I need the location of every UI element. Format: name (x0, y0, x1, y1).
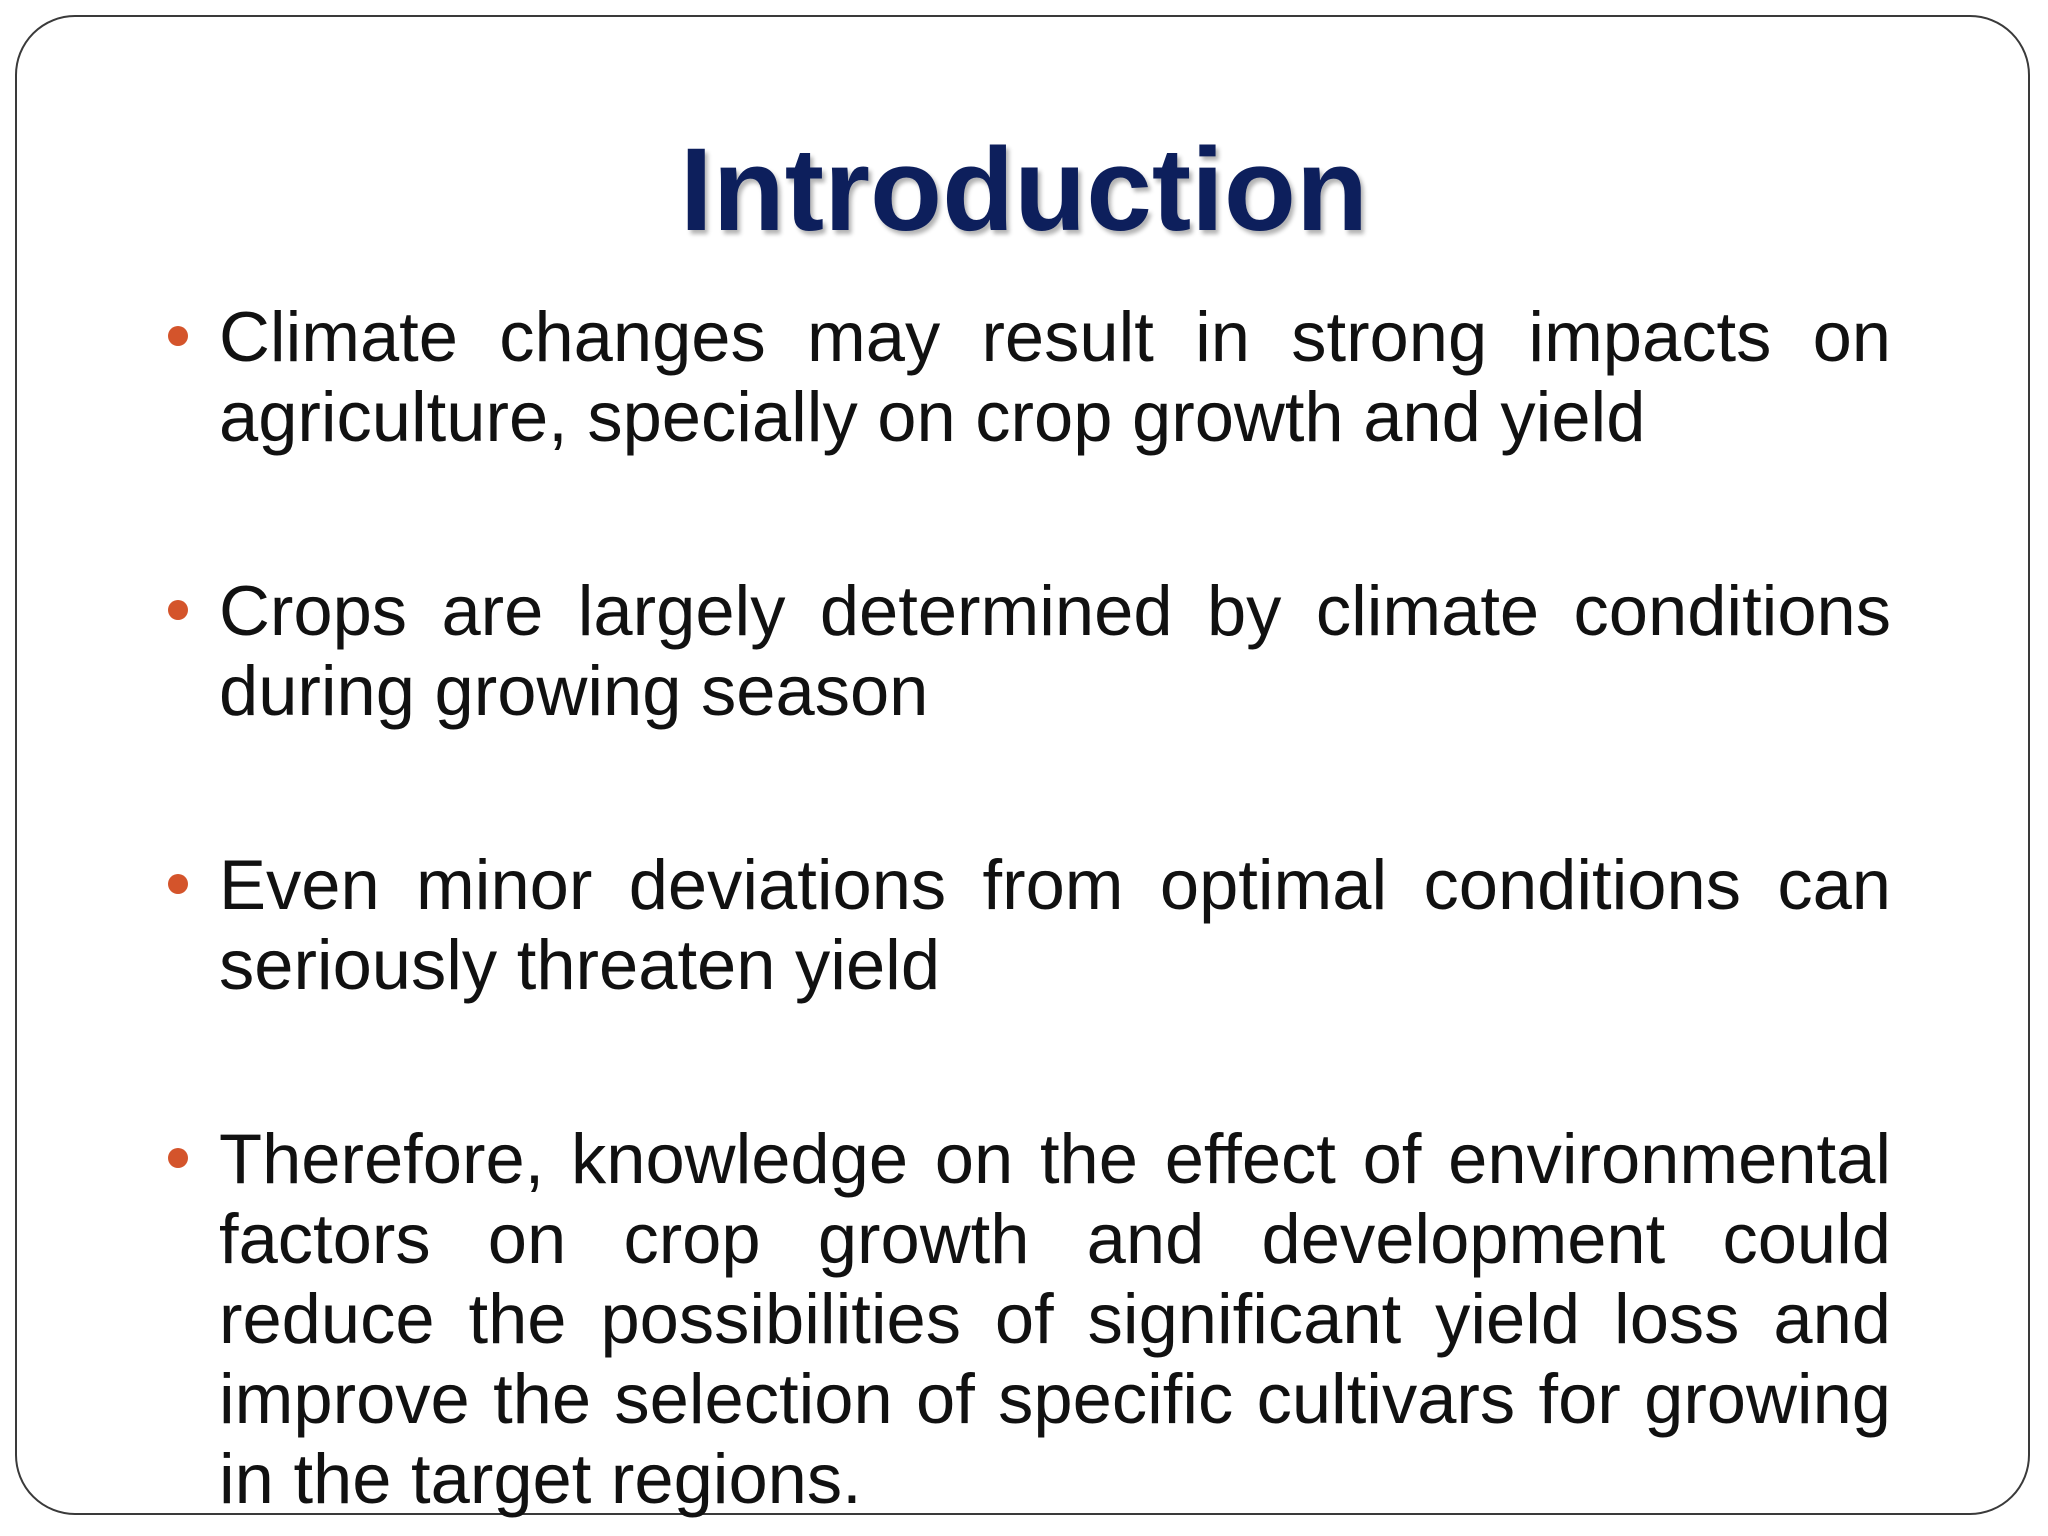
bullet-dot (168, 326, 188, 346)
slide-title: Introduction (679, 124, 1369, 256)
bullet-text: Even minor deviations from optimal condi… (219, 845, 1891, 1004)
bullet-item: Even minor deviations from optimal condi… (168, 845, 1891, 1005)
bullet-item: Climate changes may result in strong imp… (168, 297, 1891, 457)
bullet-dot (168, 1148, 188, 1168)
bullet-text: Crops are largely determined by climate … (219, 571, 1891, 730)
bullet-dot (168, 874, 188, 894)
slide-frame (15, 15, 2030, 1515)
bullet-item: Crops are largely determined by climate … (168, 571, 1891, 731)
bullet-item: Therefore, knowledge on the effect of en… (168, 1119, 1891, 1519)
bullet-text: Climate changes may result in strong imp… (219, 297, 1891, 456)
bullet-dot (168, 600, 188, 620)
bullet-text: Therefore, knowledge on the effect of en… (219, 1119, 1891, 1518)
